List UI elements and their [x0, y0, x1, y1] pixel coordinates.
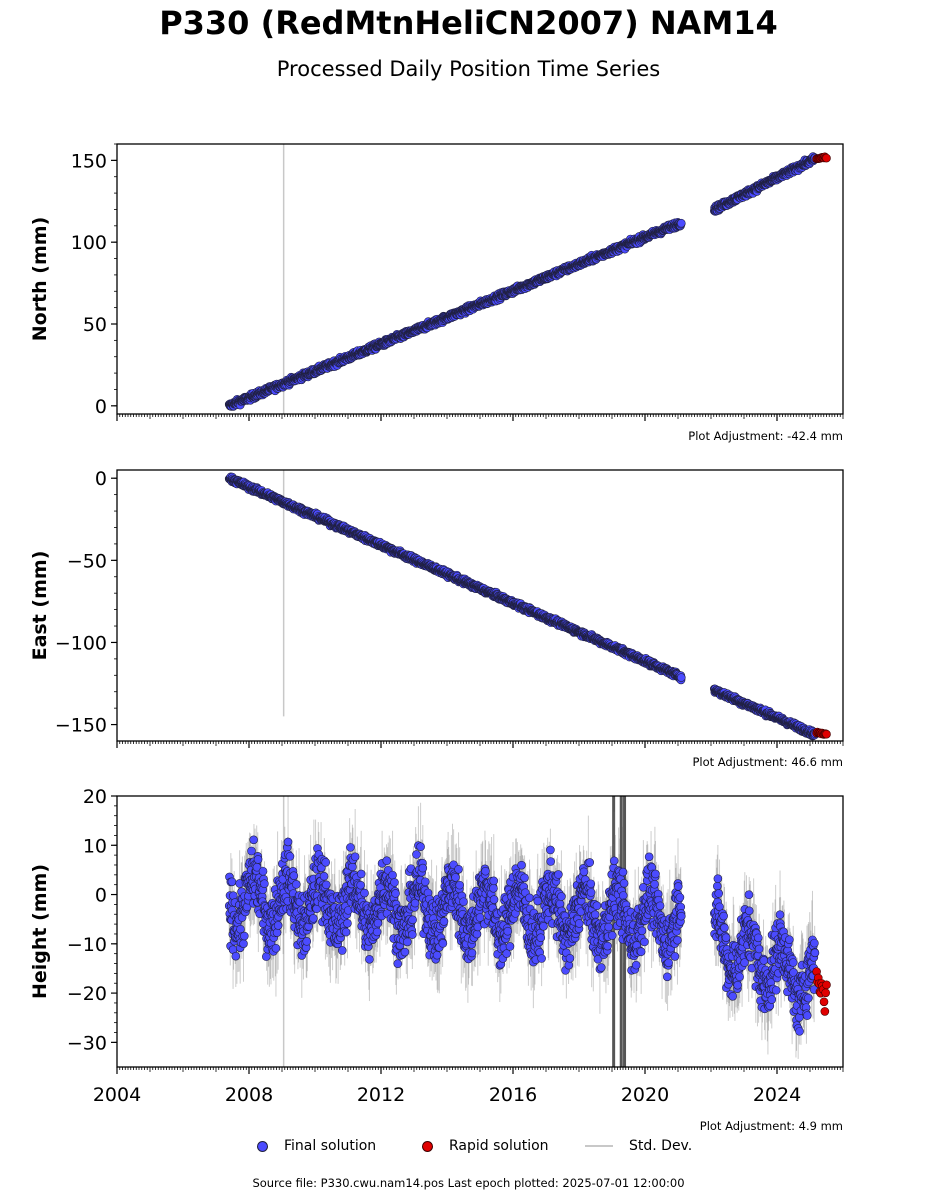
- y-tick-label: 50: [83, 314, 107, 336]
- chart-subtitle: Processed Daily Position Time Series: [276, 57, 661, 81]
- data-point: [676, 218, 686, 228]
- axes-frame: [116, 143, 844, 415]
- chart-title: P330 (RedMtnHeliCN2007) NAM14: [159, 4, 778, 42]
- panel-0: 0 50 100 150 North (mm): [29, 143, 844, 421]
- y-tick-label: 150: [71, 150, 107, 172]
- y-tick-label: 100: [71, 232, 107, 254]
- plot-area-0: [224, 144, 831, 414]
- data-point: [822, 153, 831, 163]
- final-series-0: [224, 152, 820, 411]
- rapid-series-0: [812, 152, 831, 164]
- plot-area-1: [224, 470, 831, 741]
- final-series-1: [224, 472, 820, 741]
- y-tick-label: 0: [95, 396, 107, 418]
- y-axis-label: North (mm): [29, 217, 51, 342]
